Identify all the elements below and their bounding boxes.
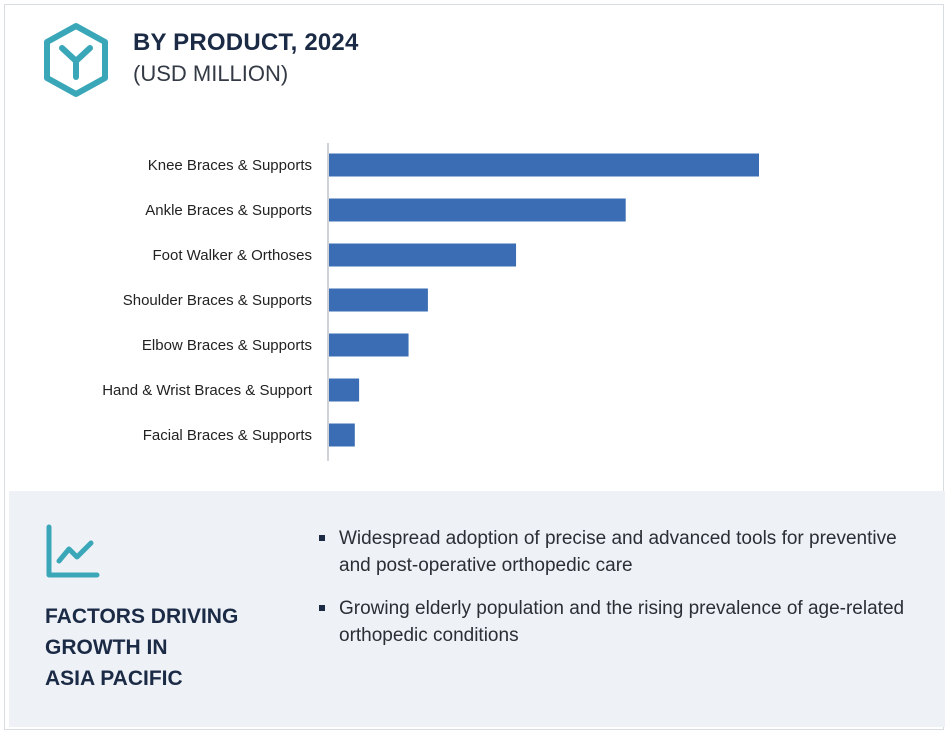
factor-bullet: Growing elderly population and the risin…	[317, 595, 932, 649]
report-card: BY PRODUCT, 2024 (USD MILLION) Knee Brac…	[4, 4, 945, 730]
chart-subtitle: (USD MILLION)	[133, 61, 289, 86]
factors-title-line: GROWTH IN	[45, 636, 168, 659]
category-label: Elbow Braces & Supports	[142, 337, 312, 354]
bar	[329, 198, 626, 222]
bullet-marker	[319, 535, 325, 541]
hexagon-y-icon	[44, 23, 108, 97]
category-label: Facial Braces & Supports	[143, 427, 312, 444]
factors-panel: FACTORS DRIVING GROWTH IN ASIA PACIFIC W…	[9, 491, 945, 727]
factor-bullet: Widespread adoption of precise and advan…	[317, 525, 932, 579]
category-label: Foot Walker & Orthoses	[153, 247, 313, 264]
category-label: Ankle Braces & Supports	[145, 202, 312, 219]
bar	[329, 288, 428, 312]
bar	[329, 423, 355, 447]
factors-list: Widespread adoption of precise and advan…	[317, 525, 932, 665]
bullet-marker	[319, 605, 325, 611]
bar	[329, 153, 759, 177]
chart-title: BY PRODUCT, 2024	[133, 29, 359, 56]
factors-title: FACTORS DRIVING GROWTH IN ASIA PACIFIC	[45, 601, 238, 694]
bar-chart: Knee Braces & Supports Ankle Braces & Sup…	[102, 143, 759, 461]
factors-title-line: FACTORS DRIVING	[45, 605, 239, 628]
factor-text: Growing elderly population and the risin…	[339, 598, 905, 646]
category-label: Shoulder Braces & Supports	[123, 292, 312, 309]
bar	[329, 333, 409, 357]
category-label: Knee Braces & Supports	[148, 157, 312, 174]
bar	[329, 378, 360, 402]
category-label: Hand & Wrist Braces & Support	[102, 382, 313, 399]
factors-title-line: ASIA PACIFIC	[45, 667, 183, 690]
bar	[329, 243, 517, 267]
trend-line-icon	[46, 524, 100, 578]
factor-text: Widespread adoption of precise and advan…	[339, 528, 897, 576]
